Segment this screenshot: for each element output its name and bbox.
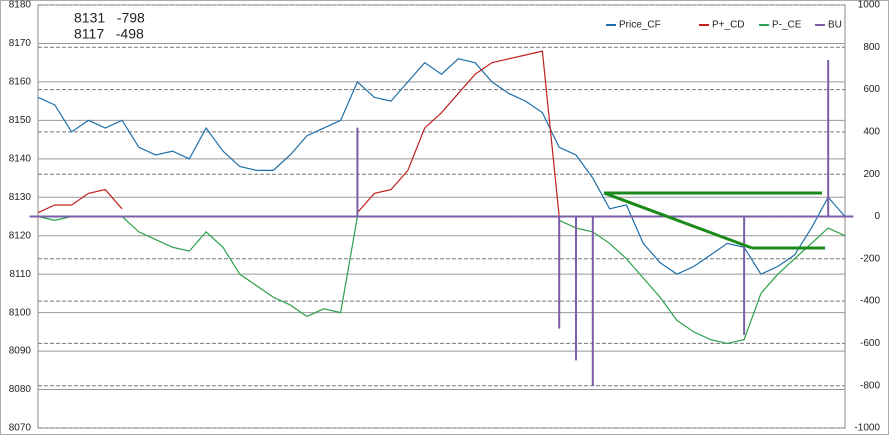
y-tick-label: 8070 [9, 423, 32, 434]
bu-point [550, 215, 568, 329]
y2-tick-label: -800 [860, 380, 880, 391]
y2-tick-label: 1000 [858, 0, 881, 11]
legend: Price_CF P+_CD P-_CE BU [606, 20, 842, 31]
y2-tick-label: -200 [860, 253, 880, 264]
series-line [37, 50, 560, 217]
y-tick-label: 8090 [9, 346, 32, 357]
y2-tick-label: 800 [863, 42, 880, 53]
y-tick-label: 8080 [9, 384, 32, 395]
y-tick-label: 8150 [9, 115, 32, 126]
annotation: 8117 -498 [74, 26, 144, 42]
y-tick-label: 8120 [9, 230, 32, 241]
y2-tick-label: -600 [860, 338, 880, 349]
bu-point [349, 127, 366, 218]
y-tick-label: 8140 [9, 153, 32, 164]
legend-label: Price_CF [619, 20, 661, 31]
y-tick-label: 8180 [9, 0, 32, 11]
trend-line [603, 191, 753, 250]
grid: 8070 8080 8090 8100 8110 8120 8130 8140 8150 8160… [9, 0, 881, 434]
bu-point [567, 215, 585, 361]
bu-point [735, 215, 753, 335]
trend-lines [603, 191, 825, 250]
bu-point [584, 215, 602, 386]
series-line [37, 58, 846, 275]
y-tick-label: 8100 [9, 307, 32, 318]
y-tick-label: 8160 [9, 77, 32, 88]
annotation: 8131 -798 [74, 10, 145, 26]
legend-label: P-_CE [772, 20, 802, 31]
y2-tick-label: 200 [863, 169, 880, 180]
legend-label: BU [828, 20, 842, 31]
y2-tick-label: 0 [874, 211, 880, 222]
y-tick-label: 8170 [9, 38, 32, 49]
bu-point [819, 59, 837, 218]
y2-tick-label: -1000 [854, 423, 880, 434]
y-tick-label: 8110 [9, 269, 31, 280]
y-tick-label: 8130 [9, 192, 32, 203]
y2-tick-label: -400 [860, 296, 880, 307]
marks [29, 50, 854, 386]
y2-tick-label: 400 [863, 127, 880, 138]
y2-tick-label: 600 [863, 84, 880, 95]
legend-label: P+_CD [712, 20, 745, 31]
